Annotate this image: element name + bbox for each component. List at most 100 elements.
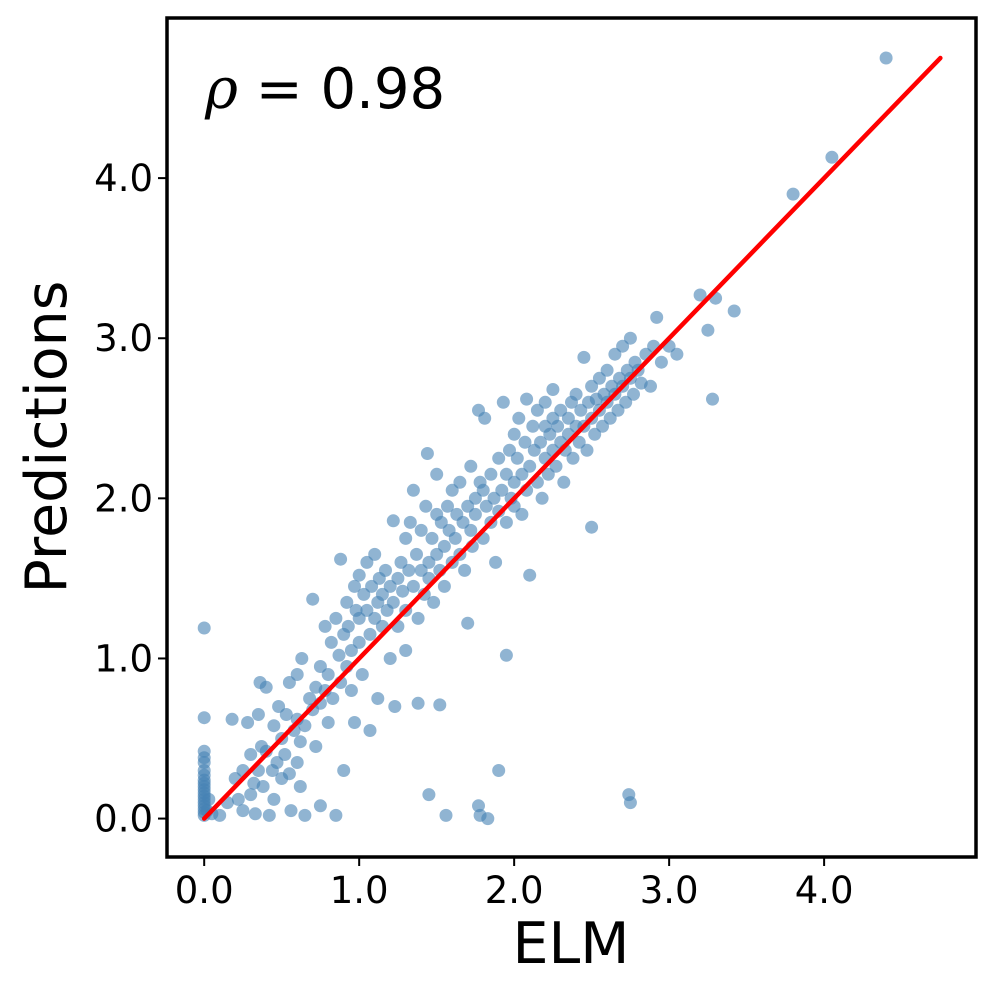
scatter-point: [557, 475, 571, 489]
scatter-point: [572, 435, 586, 449]
scatter-point: [492, 764, 506, 777]
scatter-point: [468, 491, 482, 505]
scatter-point: [348, 579, 361, 593]
rho-value: = 0.98: [238, 57, 445, 122]
scatter-point: [588, 427, 602, 441]
scatter-point: [383, 652, 397, 665]
scatter-point: [251, 708, 265, 721]
scatter-point: [355, 668, 369, 681]
scatter-point: [472, 799, 485, 813]
scatter-point: [549, 459, 563, 473]
x-tick-label: 4.0: [795, 869, 854, 912]
scatter-point: [406, 579, 420, 593]
scatter-point: [623, 796, 637, 810]
scatter-point: [352, 635, 366, 649]
scatter-point: [414, 563, 428, 577]
scatter-point: [650, 310, 664, 324]
scatter-point: [538, 395, 552, 409]
scatter-point: [360, 603, 374, 617]
scatter-point: [515, 467, 529, 481]
scatter-point: [357, 587, 371, 601]
scatter-point: [448, 531, 462, 545]
scatter-point: [479, 499, 493, 513]
scatter-point: [515, 507, 529, 521]
scatter-point: [388, 700, 402, 713]
scatter-point: [410, 547, 423, 561]
scatter-point: [360, 555, 374, 569]
scatter-point: [344, 644, 358, 657]
scatter-point: [546, 383, 560, 396]
scatter-point: [512, 411, 526, 425]
scatter-point: [574, 403, 588, 417]
scatter-point: [520, 392, 534, 406]
scatter-point: [530, 403, 544, 417]
scatter-point: [340, 595, 354, 609]
scatter-point: [585, 520, 599, 534]
scatter-point: [231, 792, 245, 806]
scatter-point: [458, 563, 472, 577]
scatter-point: [727, 304, 741, 318]
scatter-point: [262, 808, 276, 822]
scatter-point: [402, 563, 416, 577]
x-axis-ticks: 0.0 1.0 2.0 3.0 4.0: [175, 857, 854, 912]
scatter-point: [701, 323, 715, 337]
scatter-point: [352, 568, 366, 582]
scatter-point: [487, 491, 501, 505]
scatter-point: [670, 347, 684, 361]
scatter-point: [879, 51, 893, 65]
y-axis-label: Predictions: [14, 281, 80, 594]
y-tick-label: 4.0: [94, 157, 153, 200]
scatter-point: [197, 621, 211, 635]
scatter-point: [561, 411, 575, 425]
scatter-point: [279, 708, 293, 721]
scatter-point: [585, 379, 599, 393]
scatter-point: [430, 467, 444, 481]
scatter-point: [496, 395, 510, 409]
scatter-point: [430, 547, 444, 561]
scatter-point: [256, 780, 270, 793]
scatter-point: [298, 808, 312, 822]
scatter-point: [293, 780, 307, 793]
scatter-point: [213, 808, 227, 822]
scatter-point: [551, 419, 565, 433]
scatter-point: [321, 716, 335, 729]
scatter-point: [441, 499, 454, 513]
scatter-point: [503, 443, 516, 457]
scatter-point: [329, 808, 343, 822]
scatter-point: [569, 387, 583, 401]
scatter-point: [411, 611, 425, 625]
scatter-point: [523, 568, 537, 582]
scatter-point: [526, 419, 540, 433]
scatter-point: [332, 648, 346, 662]
scatter-point: [303, 692, 317, 705]
scatter-point: [425, 531, 439, 545]
scatter-point: [368, 547, 382, 561]
scatter-point: [434, 515, 448, 529]
scatter-point: [481, 812, 495, 826]
scatter-point: [461, 616, 475, 630]
scatter-point: [383, 579, 397, 593]
scatter-point: [592, 371, 606, 385]
scatter-point: [654, 355, 668, 369]
scatter-point: [518, 435, 532, 449]
scatter-point: [391, 571, 405, 585]
scatter-point: [363, 627, 377, 641]
scatter-point: [422, 788, 436, 802]
scatter-point: [282, 767, 296, 781]
scatter-point: [489, 555, 503, 569]
y-tick-label: 0.0: [94, 798, 153, 841]
scatter-point: [197, 744, 211, 758]
scatter-point: [478, 411, 492, 425]
scatter-point: [244, 788, 258, 802]
scatter-point: [399, 644, 413, 657]
scatter-point: [293, 735, 307, 749]
scatter-point: [399, 531, 413, 545]
scatter-point: [534, 435, 547, 449]
correlation-annotation: ρ = 0.98: [204, 57, 445, 122]
scatter-point: [403, 515, 417, 529]
scatter-point: [541, 467, 555, 481]
scatter-point: [394, 555, 408, 569]
scatter-point: [577, 350, 591, 364]
scatter-point: [523, 459, 537, 473]
